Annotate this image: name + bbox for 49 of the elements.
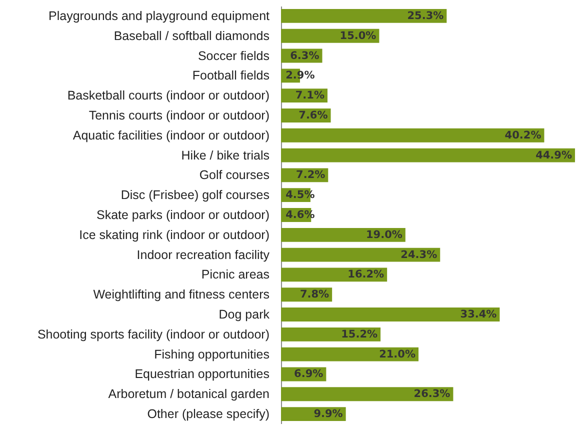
- data-label: 44.9%: [536, 149, 572, 162]
- y-tick-label: Equestrian opportunities: [134, 367, 270, 382]
- y-tick-label: Baseball / softball diamonds: [114, 28, 270, 43]
- data-label: 25.3%: [407, 10, 444, 22]
- y-tick-label: Arboretum / botanical garden: [108, 387, 270, 402]
- data-label: 24.3%: [400, 248, 438, 261]
- data-label: 6.9%: [294, 368, 324, 380]
- y-tick-label: Dog park: [218, 308, 270, 322]
- y-tick-label: Tennis courts (indoor or outdoor): [88, 108, 270, 122]
- y-tick-label: Football fields: [192, 68, 270, 83]
- y-tick-label: Fishing opportunities: [154, 347, 270, 362]
- data-label: 19.0%: [366, 228, 403, 241]
- y-tick-label: Playgrounds and playground equipment: [48, 8, 270, 23]
- bar: [281, 308, 500, 322]
- bar: [281, 347, 419, 362]
- data-label: 7.2%: [296, 169, 326, 182]
- bar: [281, 8, 447, 23]
- data-label: 7.1%: [295, 90, 325, 102]
- y-tick-label: Golf courses: [199, 168, 270, 182]
- data-label: 26.3%: [414, 388, 451, 400]
- data-label: 15.0%: [340, 30, 377, 42]
- bar: [281, 268, 388, 282]
- bar: [281, 327, 381, 342]
- y-tick-label: Ice skating rink (indoor or outdoor): [79, 228, 270, 242]
- y-tick-label: Disc (Frisbee) golf courses: [120, 188, 270, 202]
- data-label: 6.3%: [290, 50, 320, 62]
- bar: [281, 387, 454, 402]
- data-label: 7.8%: [300, 288, 330, 301]
- y-tick-label: Basketball courts (indoor or outdoor): [67, 88, 270, 103]
- y-tick-label: Weightlifting and fitness centers: [93, 288, 270, 302]
- data-label: 15.2%: [341, 328, 378, 340]
- bar: [281, 128, 544, 142]
- data-label: 7.6%: [298, 109, 328, 122]
- y-tick-label: Aquatic facilities (indoor or outdoor): [72, 128, 270, 142]
- data-label: 16.2%: [348, 268, 385, 281]
- bar: [281, 148, 575, 162]
- y-tick-label: Hike / bike trials: [181, 148, 270, 162]
- bar: [281, 228, 406, 242]
- y-tick-label: Skate parks (indoor or outdoor): [96, 208, 270, 222]
- y-tick-label: Indoor recreation facility: [136, 248, 270, 262]
- y-tick-label: Shooting sports facility (indoor or outdoor): [37, 327, 270, 342]
- y-tick-label: Picnic areas: [201, 268, 270, 282]
- data-label: 9.9%: [314, 408, 344, 420]
- data-label: 21.0%: [379, 348, 416, 360]
- bar: [281, 248, 440, 262]
- y-tick-label: Other (please specify): [147, 407, 270, 422]
- data-label: 40.2%: [504, 129, 542, 142]
- data-label: 33.4%: [460, 308, 498, 321]
- y-tick-label: Soccer fields: [198, 48, 270, 63]
